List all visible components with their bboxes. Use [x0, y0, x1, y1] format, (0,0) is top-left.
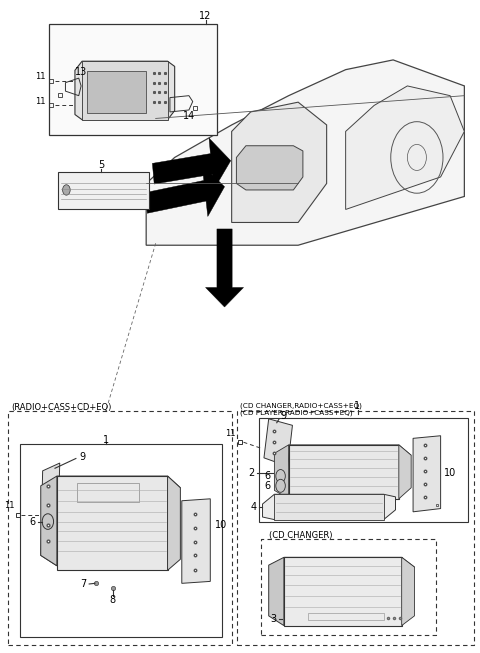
Polygon shape: [413, 436, 441, 512]
Text: 14: 14: [183, 112, 195, 121]
Text: 13: 13: [74, 67, 87, 76]
Polygon shape: [275, 445, 288, 499]
Polygon shape: [152, 138, 231, 190]
Text: 6: 6: [264, 481, 271, 491]
Polygon shape: [41, 463, 60, 565]
Circle shape: [62, 185, 70, 195]
Polygon shape: [402, 557, 415, 626]
Polygon shape: [237, 146, 303, 190]
Bar: [87, 71, 146, 113]
Text: (CD CHANGER,RADIO+CASS+EQ): (CD CHANGER,RADIO+CASS+EQ): [240, 403, 361, 409]
Text: 5: 5: [98, 160, 104, 170]
Polygon shape: [145, 165, 225, 217]
Polygon shape: [269, 557, 284, 626]
Bar: [49, 24, 217, 135]
Text: 3: 3: [271, 614, 277, 624]
Polygon shape: [399, 445, 411, 499]
Bar: [308, 613, 384, 620]
Polygon shape: [264, 419, 292, 466]
Polygon shape: [288, 445, 411, 455]
Text: 9: 9: [79, 451, 85, 462]
Polygon shape: [205, 229, 243, 307]
Circle shape: [276, 470, 285, 483]
Text: 11: 11: [35, 72, 46, 82]
Text: 11: 11: [35, 97, 46, 106]
Polygon shape: [41, 476, 57, 565]
Polygon shape: [346, 86, 464, 210]
Bar: [259, 417, 468, 522]
Text: (CD PLAYER,RADIO+CASS+EQ): (CD PLAYER,RADIO+CASS+EQ): [240, 409, 352, 416]
Text: 11: 11: [4, 501, 14, 510]
Polygon shape: [263, 494, 396, 520]
Circle shape: [42, 514, 54, 530]
Text: 11: 11: [225, 429, 236, 438]
Text: 2: 2: [248, 468, 254, 478]
Polygon shape: [275, 494, 384, 520]
Text: 4: 4: [250, 502, 256, 512]
Bar: [20, 443, 222, 637]
Polygon shape: [232, 102, 327, 223]
Polygon shape: [57, 476, 168, 570]
Polygon shape: [288, 445, 399, 499]
Polygon shape: [82, 61, 168, 119]
Text: 6: 6: [264, 471, 271, 481]
Polygon shape: [182, 499, 210, 583]
Text: 10: 10: [444, 468, 456, 478]
Polygon shape: [146, 60, 464, 246]
Polygon shape: [284, 557, 415, 567]
Text: 10: 10: [215, 520, 228, 530]
Text: (CD CHANGER): (CD CHANGER): [269, 532, 332, 541]
Text: 8: 8: [110, 595, 116, 605]
Polygon shape: [168, 476, 180, 570]
Text: (RADIO+CASS+CD+EQ): (RADIO+CASS+CD+EQ): [11, 404, 111, 412]
Text: 12: 12: [199, 10, 212, 21]
Circle shape: [276, 479, 285, 492]
Text: 9: 9: [281, 411, 287, 421]
Polygon shape: [284, 557, 402, 626]
Text: 1: 1: [103, 436, 109, 445]
Text: 1: 1: [354, 401, 360, 411]
Polygon shape: [75, 61, 175, 119]
Polygon shape: [57, 476, 180, 488]
Text: 7: 7: [81, 579, 87, 589]
Bar: [77, 483, 139, 502]
Text: 6: 6: [30, 517, 36, 526]
Bar: [58, 172, 148, 210]
